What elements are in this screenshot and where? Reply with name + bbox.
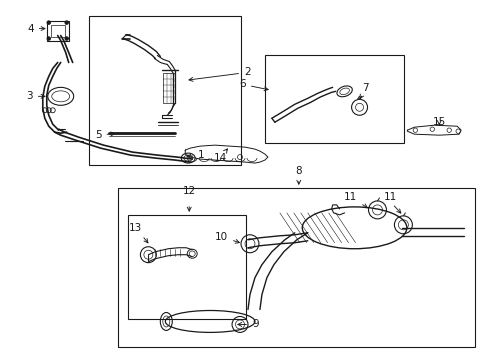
Text: 6: 6 — [239, 79, 267, 91]
Bar — [163, 73, 175, 103]
Text: 11: 11 — [383, 192, 396, 202]
Circle shape — [47, 37, 50, 40]
Text: 9: 9 — [237, 319, 258, 329]
Circle shape — [65, 37, 68, 40]
Bar — [264, 55, 404, 143]
Text: 11: 11 — [344, 192, 366, 208]
Text: 10: 10 — [215, 232, 239, 243]
Text: 1: 1 — [186, 150, 204, 160]
Text: 15: 15 — [432, 117, 445, 127]
Bar — [118, 188, 474, 347]
Text: 13: 13 — [129, 223, 148, 243]
Text: 8: 8 — [295, 166, 302, 184]
Text: 14: 14 — [213, 149, 227, 163]
Circle shape — [47, 21, 50, 24]
Text: 3: 3 — [26, 91, 45, 101]
Text: 7: 7 — [359, 84, 368, 99]
Circle shape — [65, 21, 68, 24]
Bar — [51, 24, 64, 37]
Text: 12: 12 — [182, 186, 195, 196]
Text: 5: 5 — [95, 130, 115, 140]
Text: 2: 2 — [188, 67, 250, 81]
Bar — [88, 15, 241, 165]
Text: 4: 4 — [27, 24, 45, 33]
Bar — [128, 215, 245, 319]
Bar — [47, 21, 68, 41]
